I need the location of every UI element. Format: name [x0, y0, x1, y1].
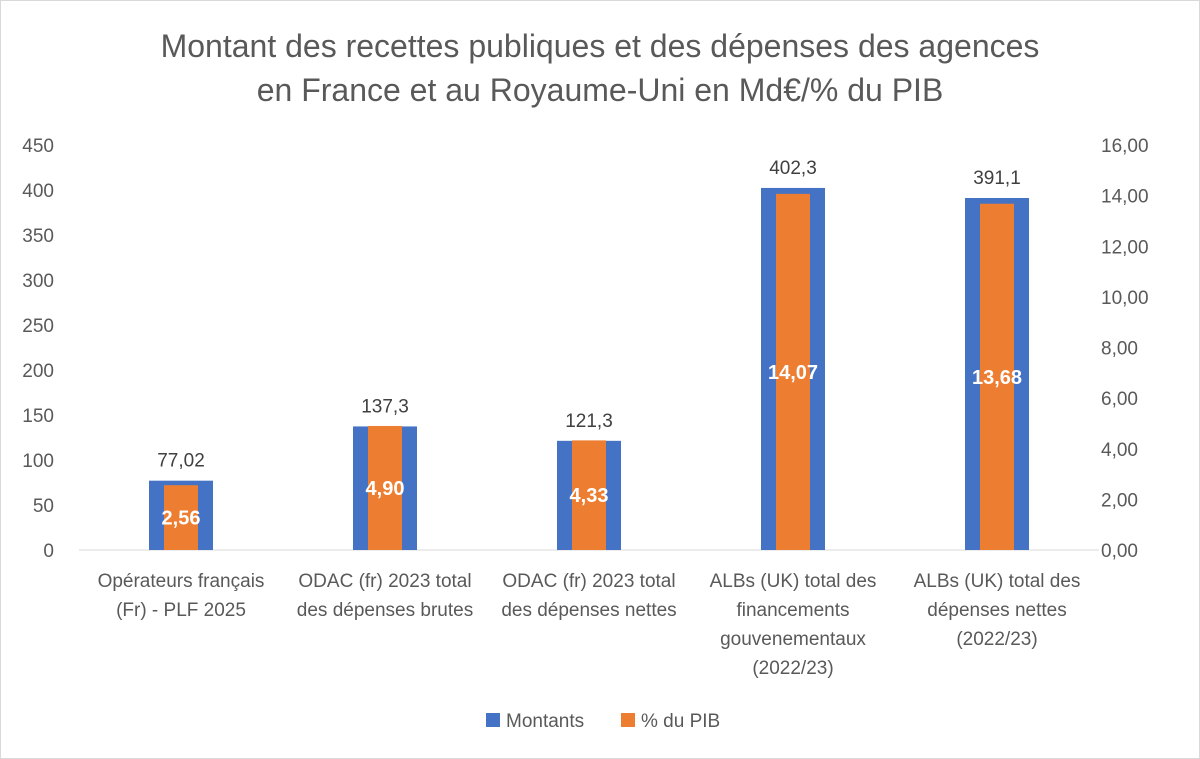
left-axis-tick-label: 50 — [33, 496, 54, 517]
left-y-axis: 0 50 100 150 200 250 300 350 400 450 — [22, 136, 54, 562]
left-axis-tick-label: 300 — [22, 271, 54, 292]
bar-pct-pib — [368, 425, 402, 550]
left-axis-tick-label: 450 — [22, 136, 54, 157]
left-axis-tick-label: 150 — [22, 406, 54, 427]
legend: Montants % du PIB — [486, 711, 720, 732]
data-label-montants: 77,02 — [157, 451, 205, 472]
category-label: ALBs (UK) total des — [914, 571, 1081, 592]
left-axis-tick-label: 400 — [22, 181, 54, 202]
data-label-montants: 391,1 — [973, 168, 1021, 189]
left-axis-tick-label: 350 — [22, 226, 54, 247]
category-label: (2022/23) — [956, 629, 1037, 650]
category-label: des dépenses brutes — [297, 600, 473, 621]
bar-pct-pib — [980, 203, 1014, 550]
data-label-pct-pib: 2,56 — [162, 508, 201, 530]
category-label: ALBs (UK) total des — [710, 571, 877, 592]
category-label: gouvenementaux — [720, 629, 866, 650]
data-label-montants: 121,3 — [565, 411, 613, 432]
right-y-axis: 0,00 2,00 4,00 6,00 8,00 10,00 12,00 14,00 16,00 — [1101, 136, 1149, 562]
right-axis-tick-label: 16,00 — [1101, 136, 1149, 157]
left-axis-tick-label: 100 — [22, 451, 54, 472]
data-label-montants: 137,3 — [361, 396, 409, 417]
chart-title: Montant des recettes publiques et des dé… — [161, 28, 1040, 108]
right-axis-tick-label: 8,00 — [1101, 339, 1138, 360]
right-axis-tick-label: 14,00 — [1101, 187, 1149, 208]
left-axis-tick-label: 0 — [43, 541, 54, 562]
category-label: ODAC (fr) 2023 total — [502, 571, 675, 592]
data-label-pct-pib: 4,90 — [366, 478, 405, 500]
category-label: Opérateurs français — [98, 571, 265, 592]
legend-swatch-pct-pib — [621, 713, 635, 727]
right-axis-tick-label: 12,00 — [1101, 237, 1149, 258]
category-label: (Fr) - PLF 2025 — [116, 600, 246, 621]
legend-label-montants: Montants — [506, 711, 584, 732]
data-label-pct-pib: 13,68 — [972, 367, 1022, 389]
bar-pct-pib — [164, 485, 198, 550]
category-label: ODAC (fr) 2023 total — [298, 571, 471, 592]
left-axis-tick-label: 200 — [22, 361, 54, 382]
chart-title-line: Montant des recettes publiques et des dé… — [161, 28, 1040, 64]
right-axis-tick-label: 4,00 — [1101, 440, 1138, 461]
category-label: des dépenses nettes — [501, 600, 676, 621]
plot-area: 77,02 2,56 137,3 4,90 121,3 4,33 402,3 14,07 391… — [149, 158, 1029, 550]
category-label: financements — [736, 600, 849, 621]
category-label: dépenses nettes — [927, 600, 1066, 621]
data-label-montants: 402,3 — [769, 158, 817, 179]
data-label-pct-pib: 4,33 — [570, 485, 609, 507]
data-label-pct-pib: 14,07 — [768, 362, 818, 384]
left-axis-tick-label: 250 — [22, 316, 54, 337]
bar-pct-pib — [572, 440, 606, 550]
legend-swatch-montants — [486, 713, 500, 727]
right-axis-tick-label: 2,00 — [1101, 490, 1138, 511]
right-axis-tick-label: 10,00 — [1101, 288, 1149, 309]
chart-title-line: en France et au Royaume-Uni en Md€/% du … — [257, 72, 944, 108]
x-axis-categories: Opérateurs français (Fr) - PLF 2025 ODAC (… — [98, 571, 1081, 679]
legend-label-pct-pib: % du PIB — [641, 711, 720, 732]
bar-pct-pib — [776, 193, 810, 550]
category-label: (2022/23) — [752, 658, 833, 679]
right-axis-tick-label: 6,00 — [1101, 389, 1138, 410]
right-axis-tick-label: 0,00 — [1101, 541, 1138, 562]
